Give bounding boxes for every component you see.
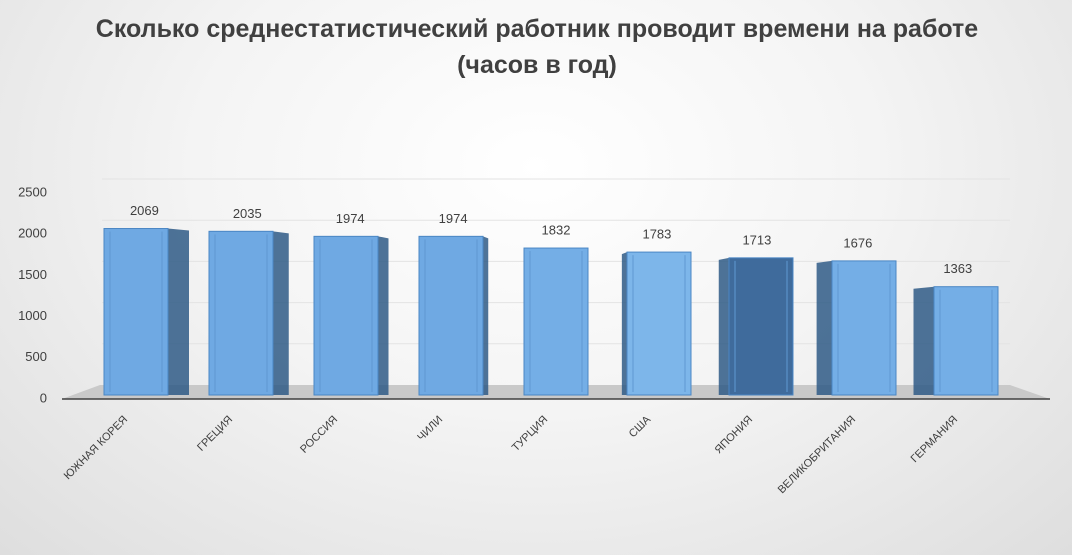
chart-title: Сколько среднестатистический работник пр… (96, 15, 978, 79)
bar-side (816, 260, 832, 395)
x-tick-label: РОССИЯ (298, 414, 340, 456)
bar (313, 235, 379, 396)
bar (831, 260, 897, 396)
x-tick-label: ГЕРМАНИЯ (909, 414, 961, 466)
value-label: 1783 (642, 227, 671, 242)
value-label: 1974 (439, 211, 468, 226)
bar (933, 286, 999, 396)
bar-side (273, 231, 289, 395)
y-tick-label: 2000 (18, 226, 47, 241)
bar (418, 235, 484, 396)
x-tick-label: ТУРЦИЯ (510, 414, 550, 454)
x-tick-label: США (627, 413, 654, 440)
bar (208, 230, 274, 396)
y-tick-label: 1000 (18, 308, 47, 323)
bar-side (168, 228, 189, 395)
bar-side (718, 257, 729, 395)
value-label: 1363 (943, 261, 972, 276)
x-tick-label: ГРЕЦИЯ (195, 414, 235, 454)
bar (728, 257, 794, 396)
x-tick-label: ЮЖНАЯ КОРЕЯ (62, 414, 130, 482)
value-label: 1713 (742, 232, 771, 247)
bar-side (621, 252, 627, 395)
bar-side (483, 236, 489, 395)
y-tick-label: 0 (40, 390, 47, 405)
x-tick-label: ВЕЛИКОБРИТАНИЯ (776, 414, 858, 496)
y-tick-label: 1500 (18, 267, 47, 282)
x-tick-label: ЧИЛИ (415, 414, 445, 444)
bar (626, 251, 692, 396)
y-tick-label: 2500 (18, 184, 47, 199)
bar (523, 247, 589, 396)
value-label: 2035 (233, 206, 262, 221)
y-tick-label: 500 (25, 349, 47, 364)
x-tick-label: ЯПОНИЯ (713, 414, 756, 457)
value-label: 1676 (843, 235, 872, 250)
bar-side (913, 286, 934, 395)
bar-side (378, 236, 389, 395)
value-label: 2069 (130, 203, 159, 218)
value-label: 1974 (336, 211, 365, 226)
value-label: 1832 (542, 222, 571, 237)
bar (103, 228, 169, 396)
